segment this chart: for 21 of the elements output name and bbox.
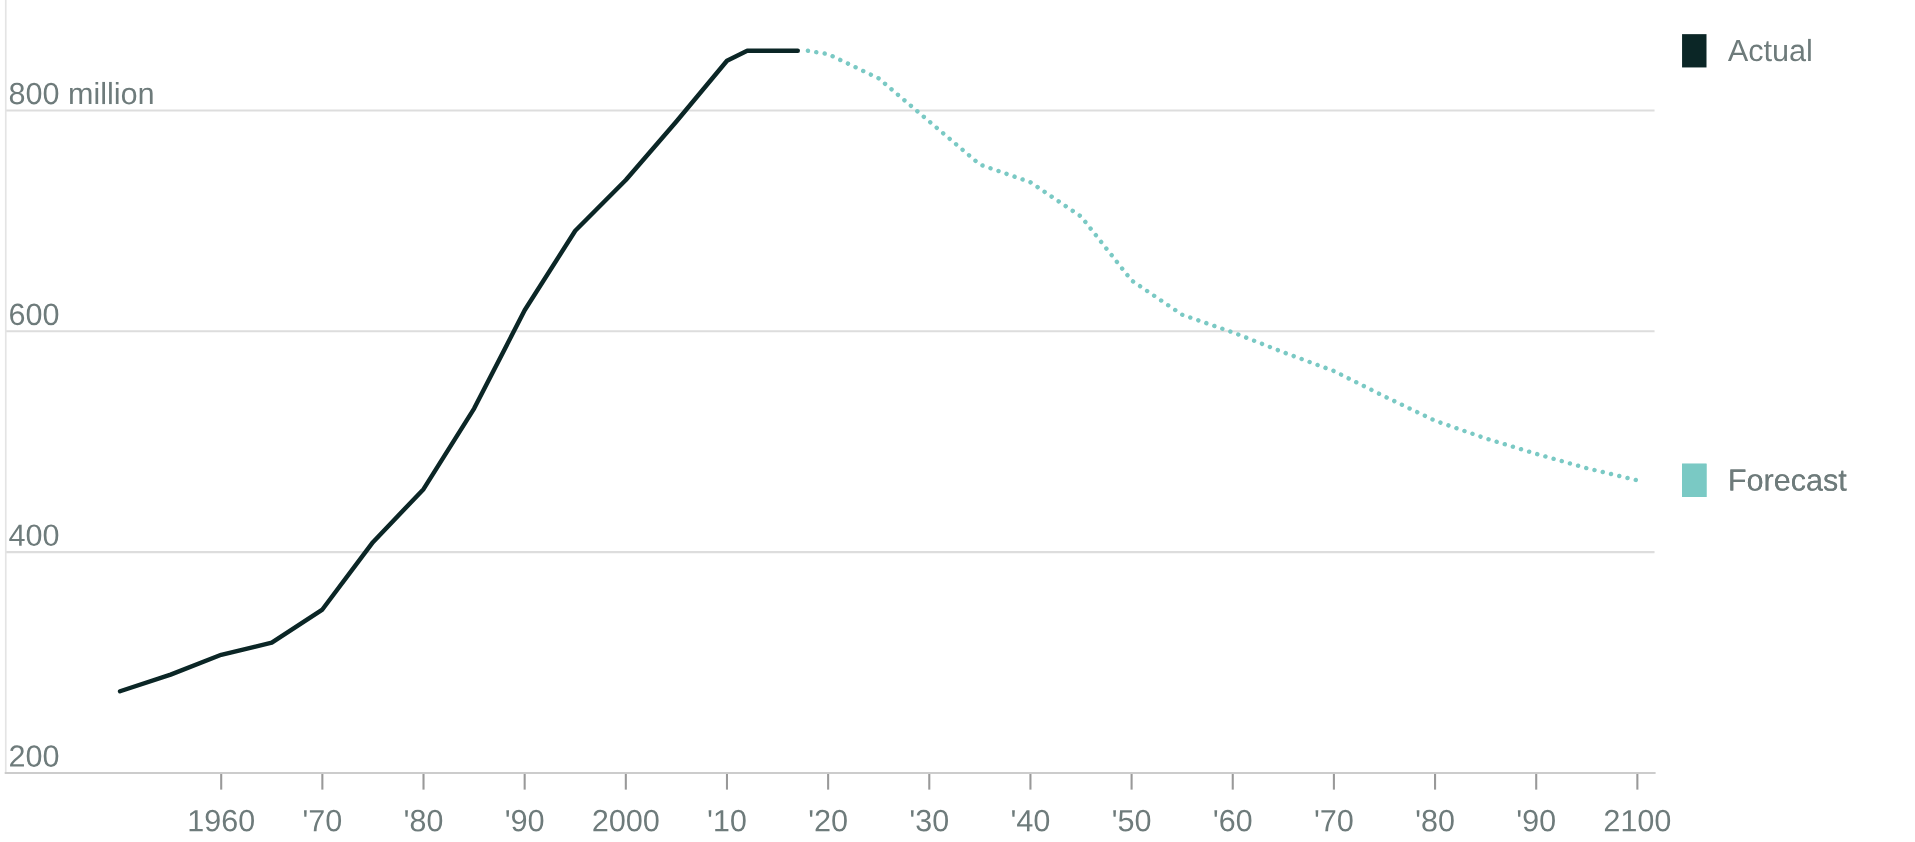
legend-label: Forecast — [1730, 469, 1847, 491]
legend-label: Actual — [1727, 38, 1811, 62]
x-tick-label: 1960 — [189, 809, 254, 832]
x-tick-label: 2000 — [593, 809, 659, 832]
x-tick-label: '70 — [1315, 809, 1353, 832]
x-tick-label: 2100 — [1604, 809, 1671, 832]
y-tick-label: 200 — [10, 745, 59, 767]
x-tick-label: '30 — [910, 809, 948, 832]
y-tick-label: 800 million — [9, 81, 153, 105]
x-tick-label: '90 — [506, 809, 544, 832]
y-tick-label: 400 — [9, 524, 59, 547]
x-tick-label: '60 — [1214, 809, 1252, 832]
x-tick-label: '40 — [1012, 809, 1050, 832]
x-tick-label: '10 — [708, 809, 746, 832]
x-tick-label: '50 — [1113, 809, 1151, 832]
x-tick-label: '20 — [809, 809, 847, 832]
x-tick-label: '90 — [1517, 809, 1555, 832]
x-tick-label: '80 — [1416, 809, 1454, 832]
y-tick-label: 600 — [10, 303, 59, 326]
x-tick-label: '80 — [405, 809, 443, 832]
x-tick-label: '70 — [304, 809, 342, 832]
